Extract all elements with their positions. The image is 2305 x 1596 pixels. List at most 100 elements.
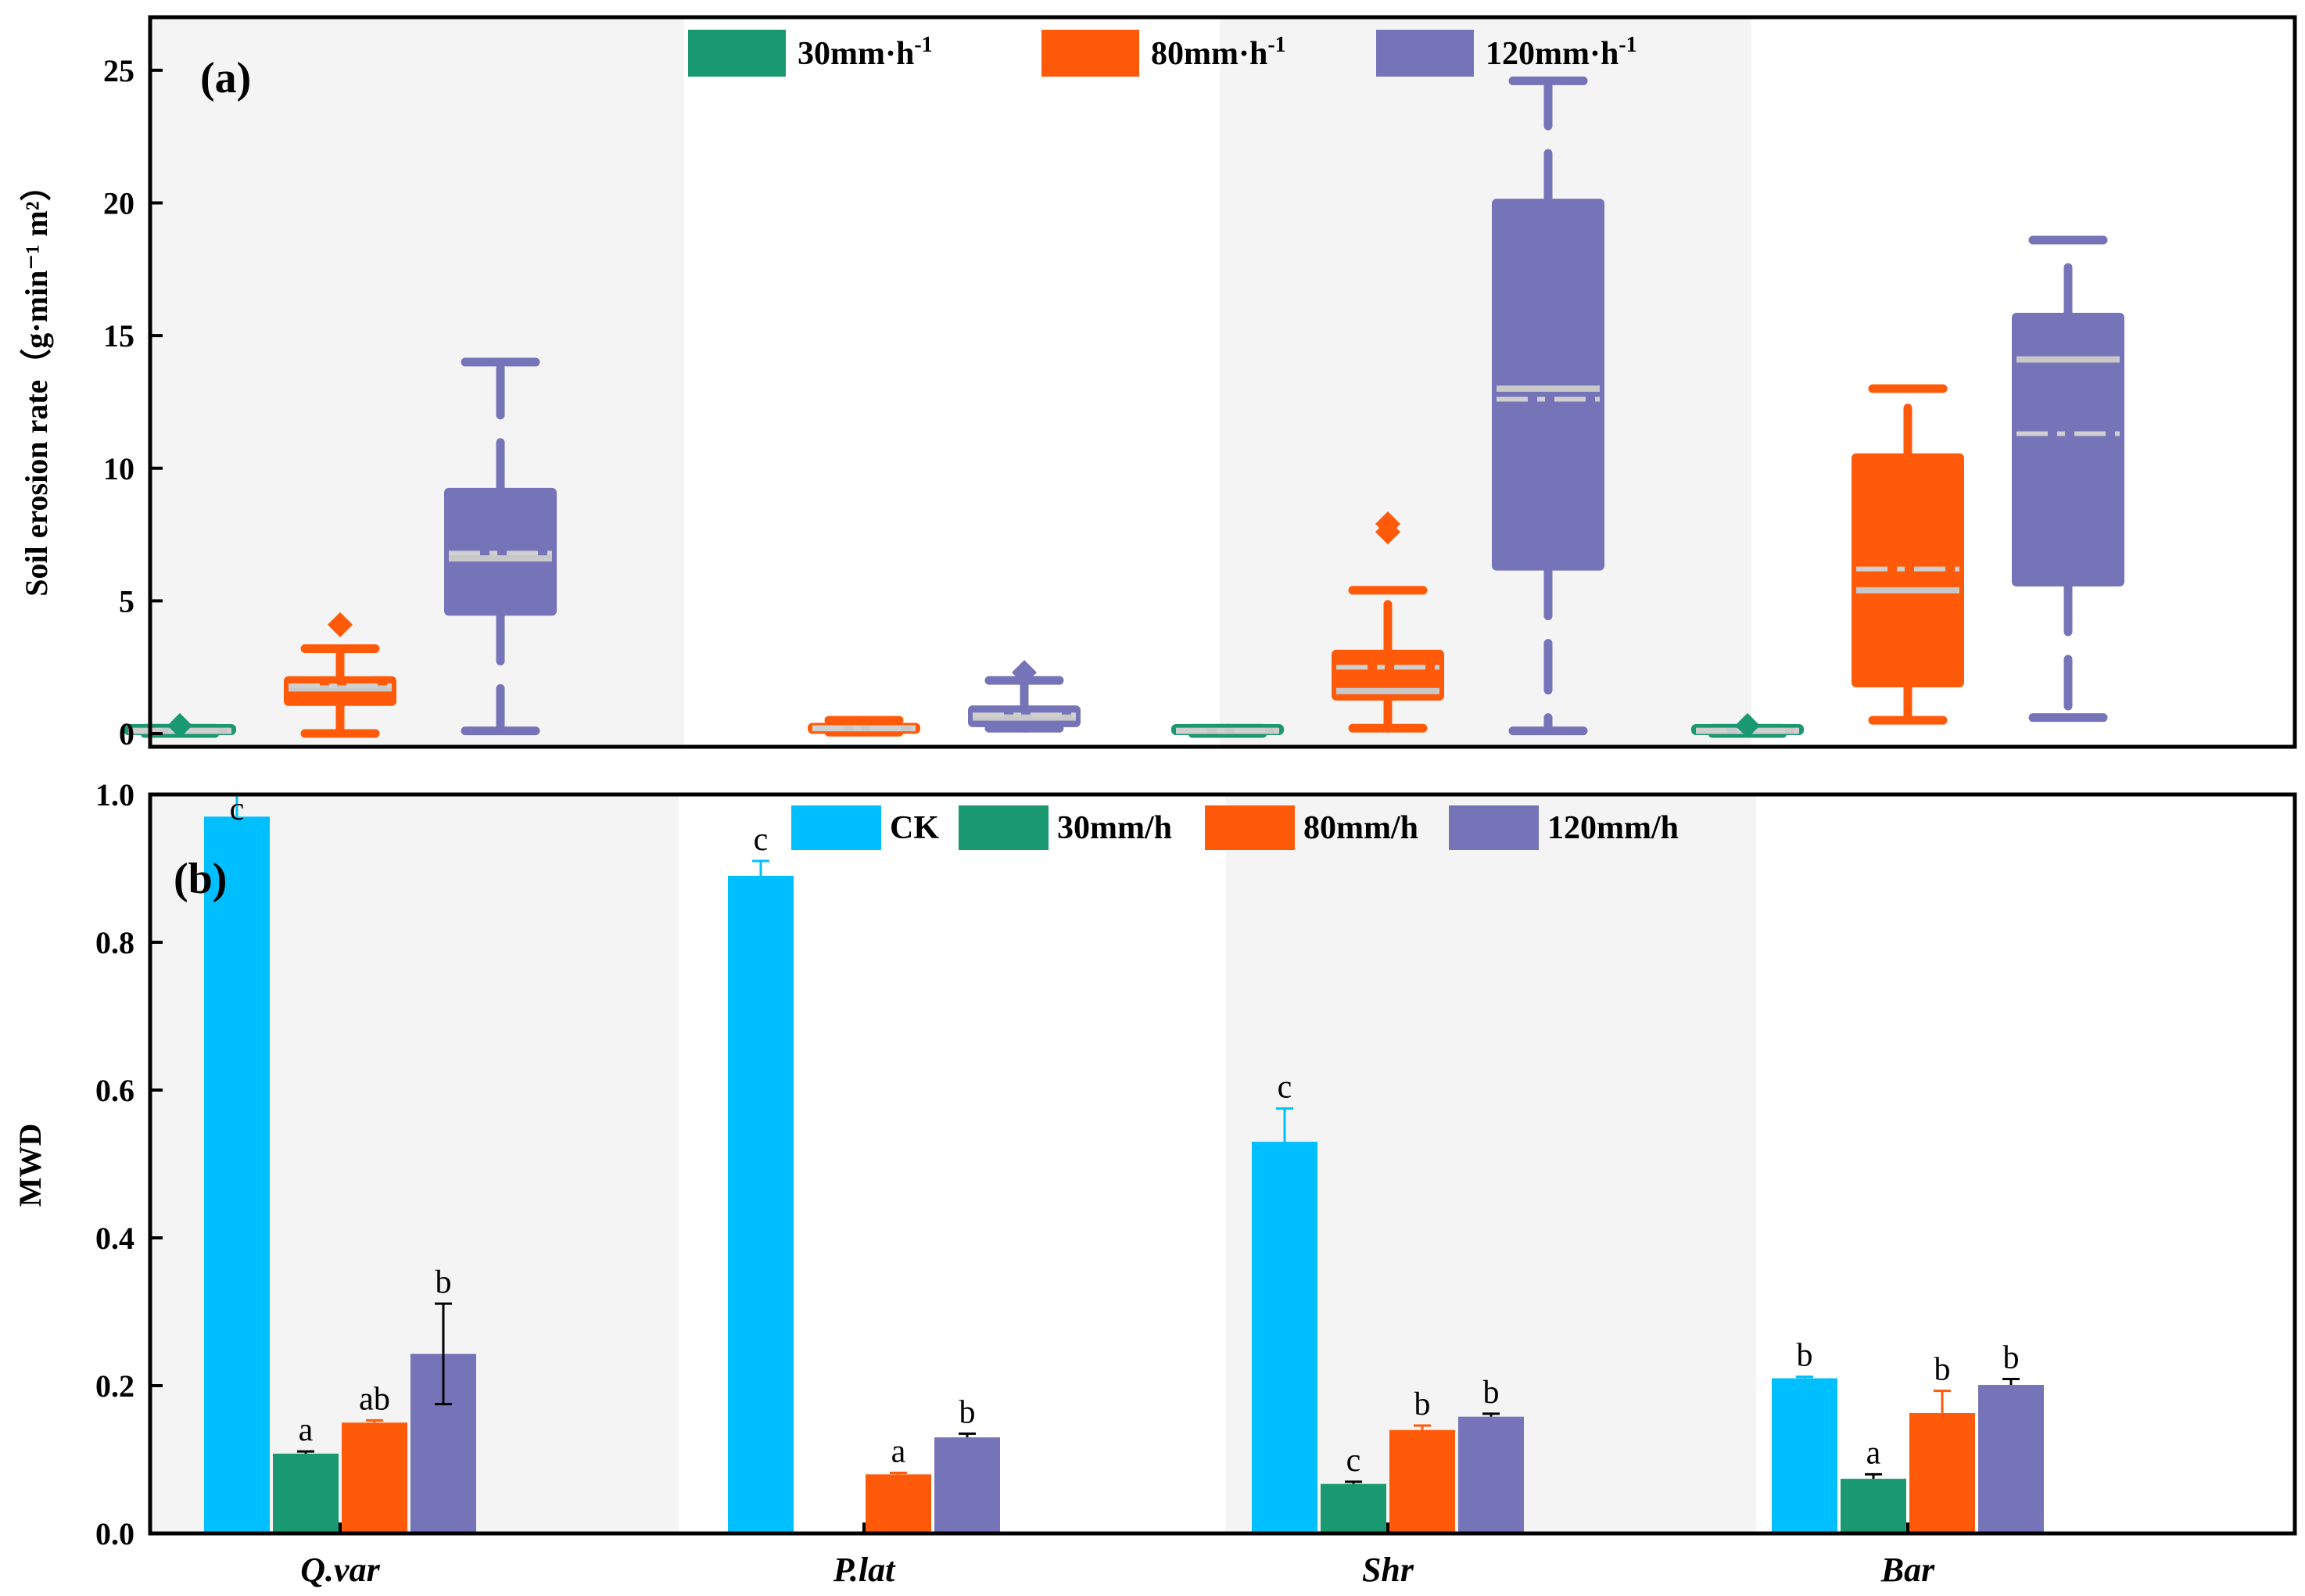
bar-p-lat-80mm-h: a: [866, 1434, 931, 1533]
legend-label-30mm-h: 30mm·h-1: [798, 33, 933, 72]
box-bar-120mm-h: [2012, 235, 2124, 723]
legend-label-80mm-h: 80mm·h-1: [1151, 33, 1286, 72]
bar: [934, 1437, 1000, 1533]
bar-p-lat-ck: c: [728, 822, 794, 1533]
bar-q-var-30mm-h: a: [273, 1412, 339, 1533]
panel-a-y-tick-label: 5: [119, 583, 134, 619]
bar-bar-ck: b: [1772, 1338, 1837, 1533]
panel-a-background-bands: [150, 17, 1751, 747]
box-shr-120mm-h: [1492, 76, 1604, 736]
panel-a-band-1: [1220, 17, 1751, 747]
panel-a-label: (a): [200, 54, 251, 102]
bar: [1321, 1483, 1386, 1533]
bar-significance-letter: a: [299, 1412, 314, 1448]
panel-b-frame: [148, 792, 2297, 1536]
panel-b-x-tick-label-bar: Bar: [1880, 1551, 1935, 1589]
bar: [1978, 1385, 2044, 1533]
legend-label-120mm-h: 120mm/h: [1547, 810, 1679, 846]
bar-shr-30mm-h: c: [1321, 1443, 1386, 1533]
panel-a-y-tick-label: 20: [103, 185, 134, 221]
panel-b-label: (b): [174, 855, 227, 903]
panel-a-y-tick-label: 10: [103, 451, 134, 486]
legend-label-30mm-h: 30mm/h: [1057, 810, 1172, 846]
bar-shr-120mm-h: b: [1458, 1375, 1524, 1533]
box-outlier: [328, 612, 353, 637]
panel-b-y-axis: 0.0 0.2 0.4 0.6 0.8 1.0: [95, 777, 163, 1551]
box-bar-80mm-h: [1852, 384, 1964, 725]
bar-significance-letter: b: [1797, 1338, 1813, 1374]
legend-label-120mm-h: 120mm·h-1: [1486, 33, 1637, 72]
bar-significance-letter: c: [1346, 1443, 1361, 1479]
panel-b-x-tick-label-shr: Shr: [1362, 1551, 1414, 1589]
bar: [1458, 1416, 1524, 1533]
bar-significance-letter: b: [1414, 1386, 1431, 1422]
panel-b-y-tick-label: 1.0: [95, 777, 134, 812]
bar-shr-80mm-h: b: [1389, 1386, 1455, 1533]
bar: [1909, 1412, 1975, 1533]
panel-b-y-tick-label: 0.0: [95, 1516, 134, 1551]
panel-a-y-tick-label: 0: [119, 716, 134, 751]
bar-shr-ck: c: [1252, 1070, 1317, 1533]
box-outlier: [167, 712, 192, 738]
legend-swatch-120mm-h: [1376, 30, 1474, 77]
legend-swatch-30mm-h: [959, 805, 1049, 850]
bar-significance-letter: b: [1483, 1375, 1500, 1411]
legend-swatch-30mm-h: [688, 30, 786, 77]
bar-significance-letter: ab: [359, 1381, 390, 1417]
panel-a-y-axis-title: Soil erosion rate（g·min⁻¹ m²）: [19, 170, 54, 596]
bar-q-var-ck: c: [204, 791, 270, 1533]
bar-significance-letter: a: [891, 1434, 906, 1470]
box-iqr: [1852, 453, 1964, 687]
legend-swatch-ck: [791, 805, 881, 850]
panel-a-boxplot: 0 5 10 15 20 25 (a) Soil erosion rate（g·min⁻¹…: [19, 15, 2297, 751]
legend-label-ck: CK: [890, 810, 939, 846]
box-p-lat-80mm-h: [808, 716, 920, 737]
box-bar-30mm-h: [1691, 712, 1804, 738]
bar-p-lat-120mm-h: b: [934, 1394, 1000, 1533]
box-outlier: [1012, 660, 1037, 686]
panel-b-y-tick-label: 0.8: [95, 925, 134, 960]
panel-b-x-tick-label-p-lat: P.lat: [833, 1551, 896, 1589]
panel-a-frame: [148, 15, 2297, 749]
bar-significance-letter: b: [2003, 1340, 2020, 1375]
bar-significance-letter: b: [959, 1394, 976, 1430]
bar-significance-letter: a: [1866, 1435, 1881, 1471]
panel-a-y-tick-label: 25: [103, 53, 134, 88]
bar-bar-80mm-h: b: [1909, 1352, 1975, 1533]
panel-b-y-tick-label: 0.6: [95, 1073, 134, 1108]
panel-b-y-tick-label: 0.4: [95, 1221, 134, 1256]
panel-b-x-tick-label-q-var: Q.var: [300, 1551, 380, 1589]
bar-significance-letter: c: [754, 822, 769, 858]
panel-b-y-tick-label: 0.2: [95, 1368, 134, 1404]
bar: [1841, 1479, 1906, 1533]
panel-a-legend: 30mm·h-1 80mm·h-1 120mm·h-1: [688, 30, 1637, 77]
box-outlier: [1375, 511, 1400, 537]
bar-significance-letter: c: [1278, 1070, 1292, 1106]
box-iqr: [1332, 649, 1444, 701]
bar-bar-120mm-h: b: [1978, 1340, 2044, 1533]
bar: [342, 1422, 407, 1533]
bar-q-var-80mm-h: ab: [342, 1381, 407, 1533]
bar: [728, 875, 794, 1533]
box-shr-80mm-h: [1332, 511, 1444, 733]
bar-significance-letter: b: [1934, 1352, 1951, 1388]
legend-swatch-80mm-h: [1205, 805, 1295, 850]
box-q-var-80mm-h: [284, 612, 396, 738]
bar-significance-letter: c: [230, 791, 245, 827]
bar-bar-30mm-h: a: [1841, 1435, 1906, 1533]
bar: [204, 816, 270, 1533]
panel-b-y-axis-title: MWD: [13, 1124, 48, 1207]
panel-a-boxes: [124, 76, 2124, 738]
box-iqr: [2012, 312, 2124, 587]
bar: [1772, 1378, 1837, 1533]
bar: [273, 1453, 339, 1533]
box-iqr: [444, 487, 557, 616]
bar-q-var-120mm-h: b: [410, 1264, 476, 1533]
panel-a-y-axis: 0 5 10 15 20 25: [103, 53, 163, 751]
box-shr-30mm-h: [1171, 723, 1284, 738]
legend-swatch-120mm-h: [1449, 805, 1539, 850]
panel-a-y-tick-label: 15: [103, 318, 134, 353]
legend-swatch-80mm-h: [1041, 30, 1139, 77]
